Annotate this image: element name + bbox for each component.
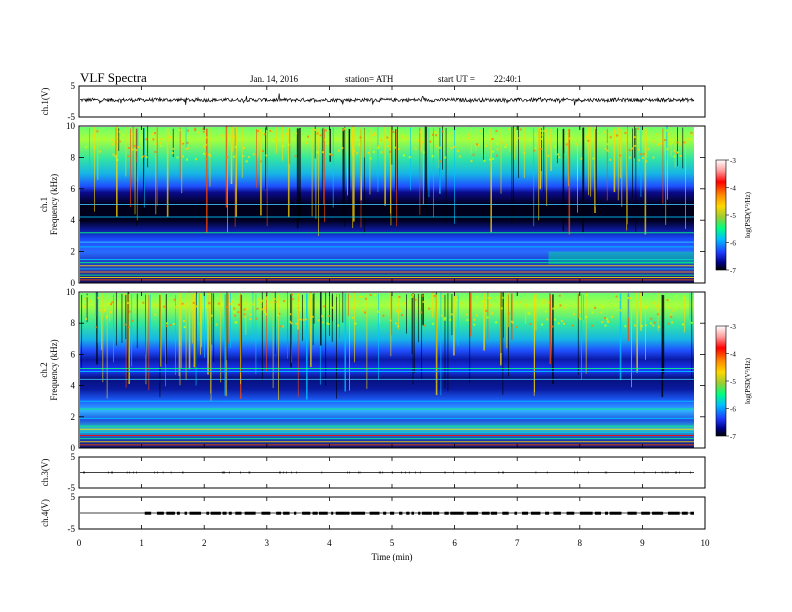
colorbar-ch.2 [715,325,727,437]
spectrogram-streaks-ch.2 [80,292,694,446]
spectrogram-ch.2 [80,293,694,448]
colorbar-label-ch.1: log(PSD(V²/Hz) [744,191,752,238]
colorbar-tick-label: -3 [730,323,736,331]
ch4-pulse-train [144,511,694,515]
y-tick-label: 4 [71,381,76,391]
start-ut-value: 22:40:1 [494,74,522,84]
y-tick-label: 6 [71,184,76,194]
y-tick-label: 5 [71,452,76,462]
y-tick-label: 2 [71,412,76,422]
x-tick-label: 1 [139,538,144,548]
colorbar-tick-label: -5 [730,378,736,386]
y-tick-label: -5 [68,524,76,534]
voltage-axis-label: ch.1(V) [40,88,50,116]
x-tick-label: 2 [202,538,207,548]
colorbar-tick-label: -4 [730,185,736,193]
ch1-late-band [548,251,694,265]
y-tick-label: -5 [68,112,76,122]
voltage-axis-label: ch.3(V) [40,459,50,487]
y-tick-label: 8 [71,318,76,328]
x-tick-label: 10 [701,538,711,548]
x-axis-label: Time (min) [372,552,413,562]
x-tick-label: 3 [265,538,270,548]
colorbar-tick-label: -7 [730,433,736,441]
channel-label-ch.1: ch.1 [39,197,49,212]
y-tick-label: 0 [71,278,76,288]
date-label: Jan. 14, 2016 [250,74,298,84]
voltage-axis-label: ch.4(V) [40,499,50,527]
y-tick-label: 5 [71,81,76,91]
figure-title: VLF Spectra [80,70,147,85]
start-ut-label: start UT = [438,74,475,84]
colorbar-label-ch.2: log(PSD(V²/Hz) [744,357,752,404]
colorbar-ch.1 [715,159,727,271]
panel-background-1 [79,86,705,117]
x-tick-label: 9 [640,538,645,548]
x-tick-label: 5 [390,538,395,548]
ch1-voltage-trace [79,93,695,106]
x-tick-label: 8 [578,538,583,548]
channel-label-ch.2: ch.2 [39,362,49,377]
colorbar-tick-label: -6 [730,240,736,248]
y-tick-label: 6 [71,349,76,359]
frequency-axis-label-ch.1: Frequency (kHz) [49,174,59,235]
colorbar-tick-label: -7 [730,267,736,275]
colorbar-tick-label: -4 [730,351,736,359]
y-tick-label: 5 [71,492,76,502]
x-tick-label: 4 [327,538,332,548]
colorbar-tick-label: -6 [730,406,736,414]
x-tick-label: 0 [77,538,82,548]
colorbar-tick-label: -5 [730,212,736,220]
y-tick-label: 4 [71,215,76,225]
x-tick-label: 7 [515,538,520,548]
y-tick-label: 10 [66,287,76,297]
y-tick-label: 2 [71,247,76,257]
colorbar-tick-label: -3 [730,157,736,165]
y-tick-label: -5 [68,483,76,493]
y-tick-label: 10 [66,121,76,131]
frequency-axis-label-ch.2: Frequency (kHz) [49,339,59,400]
spectrogram-streaks-ch.1 [80,126,694,281]
y-tick-label: 0 [71,443,76,453]
y-tick-label: 8 [71,152,76,162]
x-tick-label: 6 [452,538,457,548]
station-label: station= ATH [345,74,394,84]
